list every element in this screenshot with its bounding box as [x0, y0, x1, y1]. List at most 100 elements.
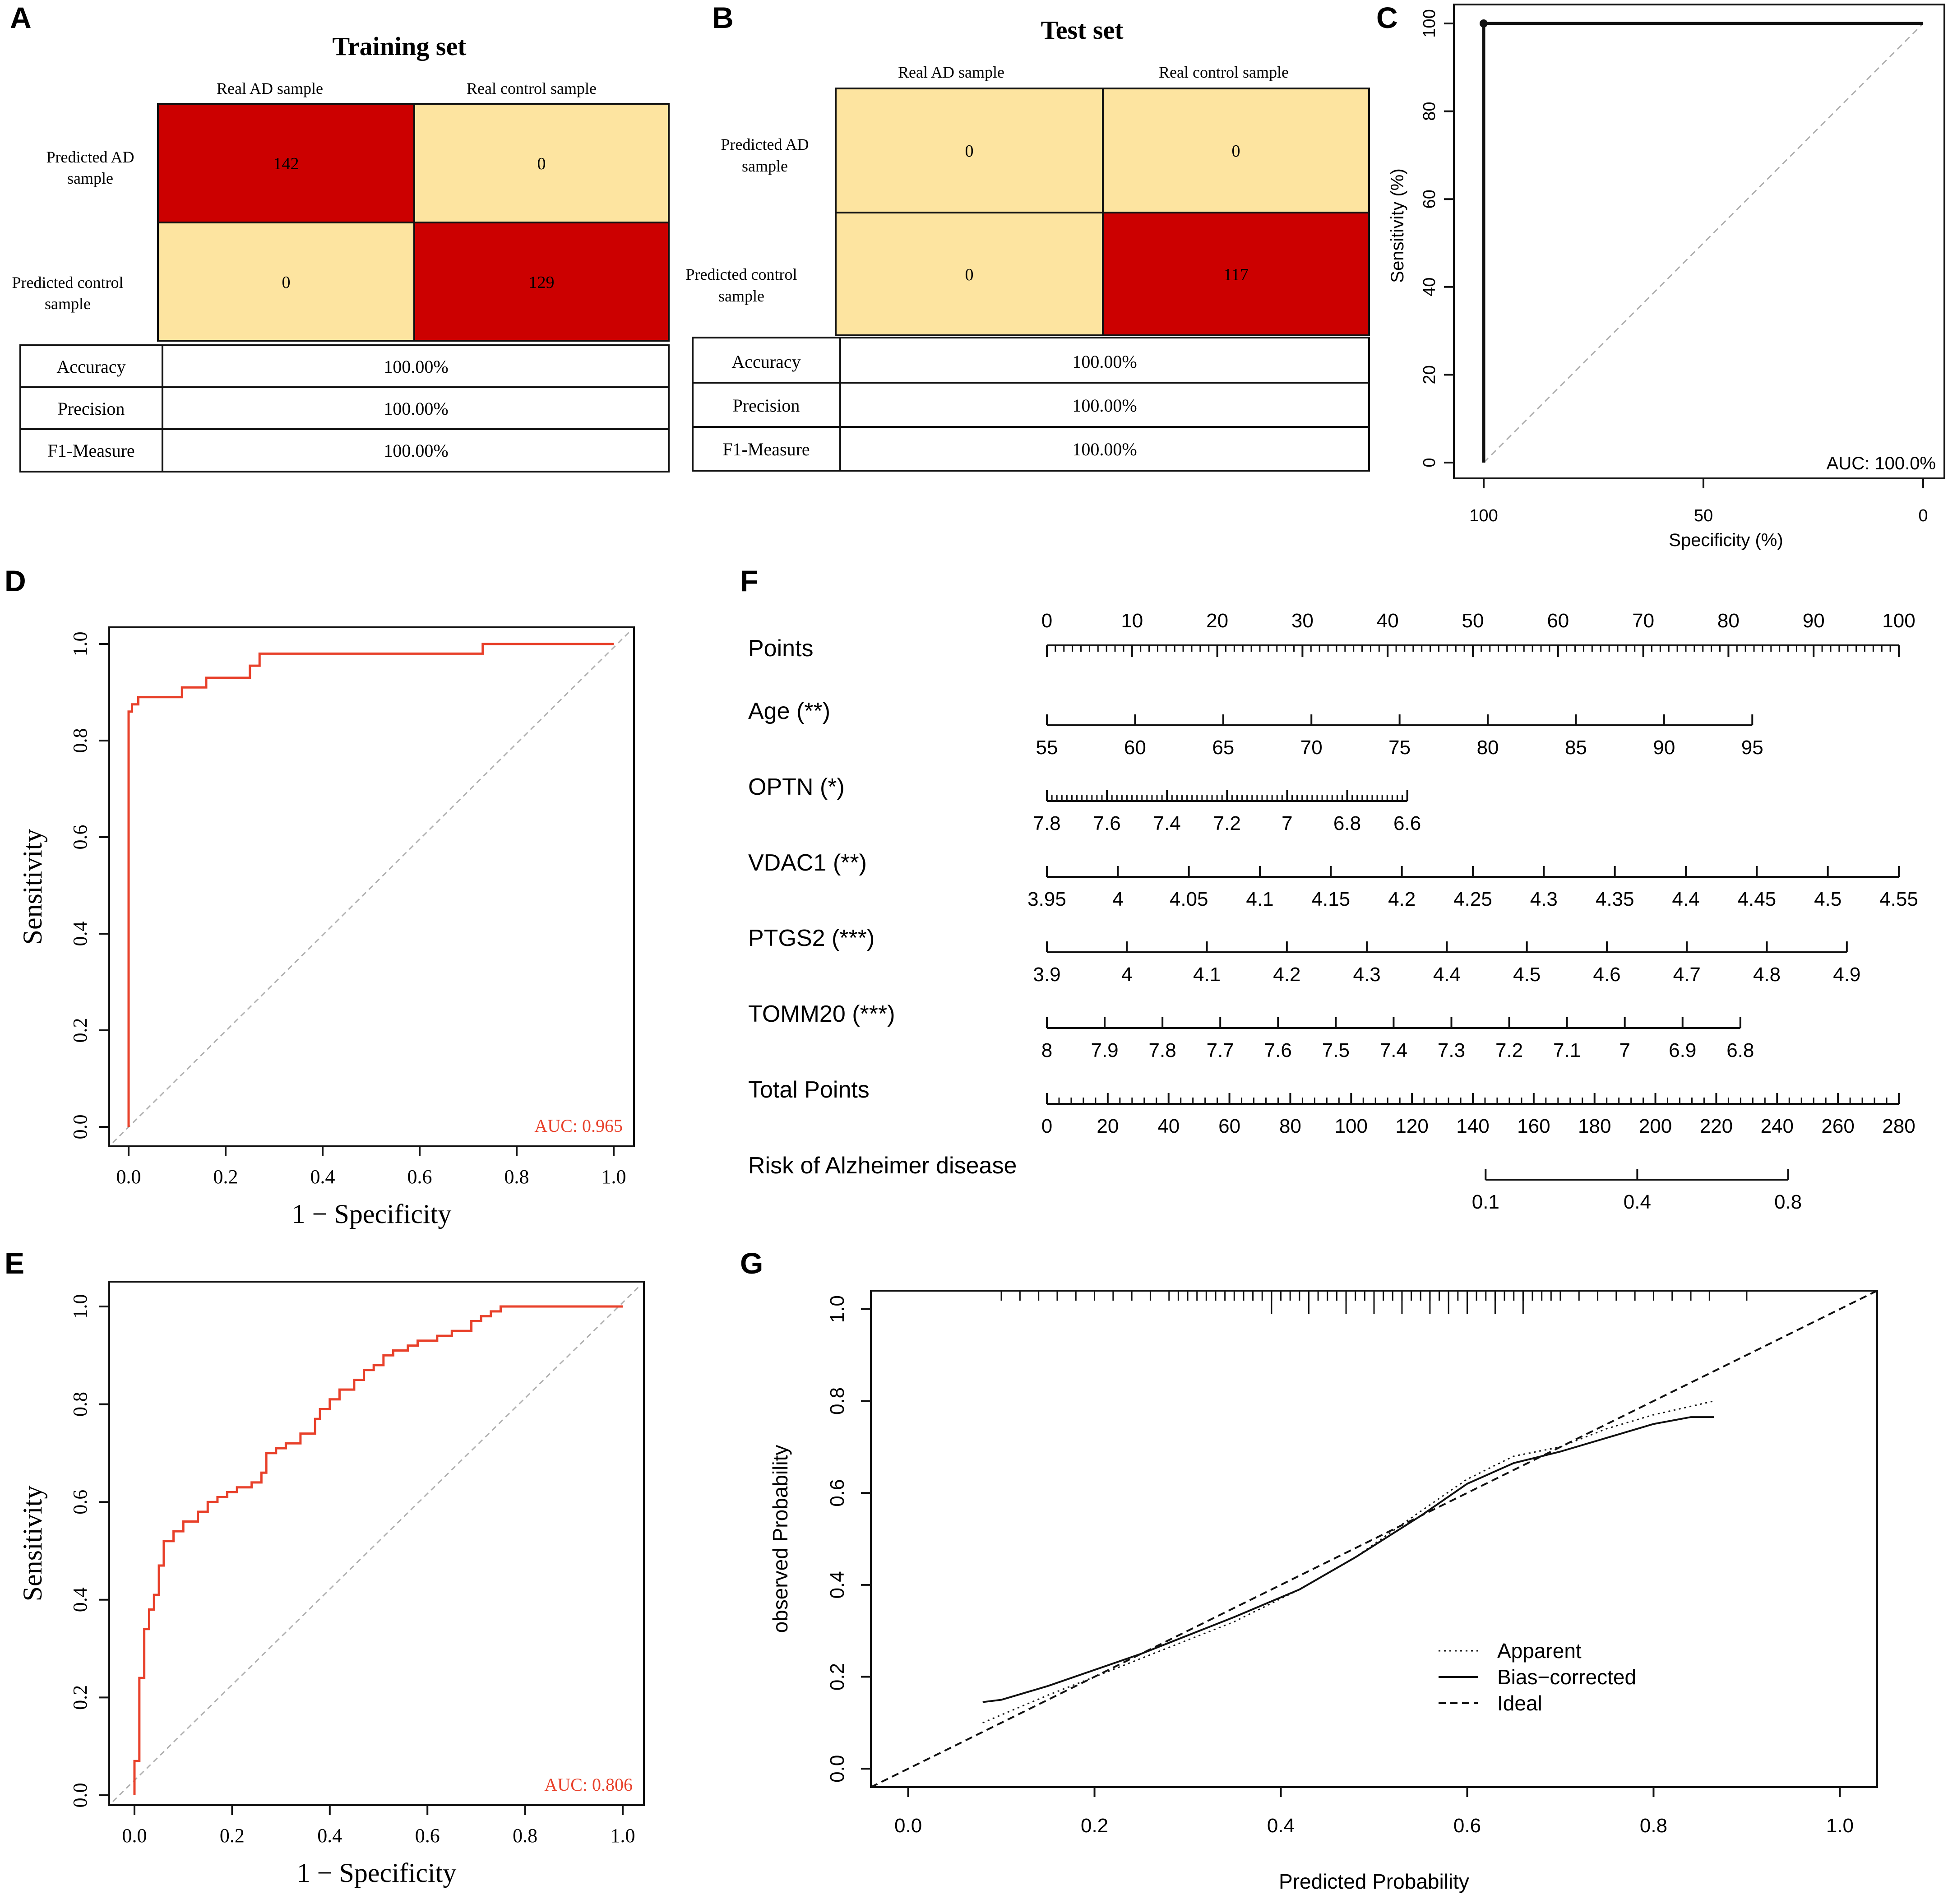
- nomogram-tick-label-2-4: 7: [1282, 812, 1292, 834]
- nomogram-tick-label-3-8: 4.35: [1596, 888, 1634, 910]
- roc-point: [1480, 19, 1488, 28]
- panel-b-cell-tn-value: 117: [1223, 265, 1249, 284]
- nomogram-tick-label-6-14: 280: [1882, 1115, 1915, 1137]
- x-tick-label-2: 0.4: [1267, 1815, 1295, 1837]
- panel-a-title: Training set: [333, 32, 467, 61]
- nomogram-tick-label-6-1: 20: [1097, 1115, 1119, 1137]
- panel-a-cell-fp: [413, 103, 670, 223]
- panel-b-title: Test set: [1041, 15, 1124, 45]
- y-tick-label-0: 0: [1420, 458, 1439, 467]
- panel-b-metric-name-2: Precision: [733, 395, 800, 416]
- nomogram-tick-label-5-4: 7.6: [1264, 1039, 1292, 1061]
- panel-a-cell-tn: [413, 222, 670, 342]
- nomogram-tick-label-5-12: 6.8: [1726, 1039, 1754, 1061]
- roc-line: [127, 643, 614, 1127]
- nomogram-tick-label-6-3: 60: [1218, 1115, 1240, 1137]
- nomogram-tick-label-6-0: 0: [1041, 1115, 1052, 1137]
- nomogram-tick-label-4-4: 4.3: [1353, 964, 1381, 986]
- legend-label-0: Apparent: [1497, 1639, 1582, 1663]
- y-tick-label-1: 20: [1420, 365, 1439, 384]
- panel-a-metric-name-1: Accuracy: [56, 357, 125, 377]
- nomogram-tick-label-5-3: 7.7: [1207, 1039, 1234, 1061]
- panel-b-cell-fn: [835, 212, 1104, 336]
- y-tick-label-2: 0.4: [69, 1587, 91, 1612]
- nomogram-tick-label-5-11: 6.9: [1669, 1039, 1696, 1061]
- panel-b-metric-name-1: Accuracy: [731, 352, 800, 372]
- panel-b-cell-tn: [1102, 212, 1370, 336]
- x-tick-label-5: 1.0: [611, 1825, 635, 1847]
- panel-a-metric-name-3: F1-Measure: [47, 440, 134, 461]
- roc-chart-e: 0.0 0.2 0.4 0.6 0.8 1.0 0.0 0.2 0.4 0.6 0.8 1.0 1 − …: [18, 1284, 641, 1888]
- panel-e: E 0.0 0.2 0.4 0.6 0.8 1.0 0.0 0.2 0.4 0.6 0.8 1.0 1 …: [5, 1246, 645, 1888]
- nomogram-tick-label-3-9: 4.4: [1672, 888, 1699, 910]
- nomogram-tick-label-4-3: 4.2: [1273, 964, 1300, 986]
- nomogram-row-label-1: Age (**): [748, 698, 830, 724]
- nomogram-tick-label-0-3: 30: [1291, 610, 1314, 632]
- x-axis-label: 1 − Specificity: [292, 1199, 452, 1229]
- panel-a-metric-value-1: 100.00%: [384, 357, 448, 377]
- nomogram-tick-label-2-6: 6.6: [1393, 812, 1421, 834]
- nomogram-tick-label-3-6: 4.25: [1453, 888, 1492, 910]
- y-tick-label-4: 80: [1420, 102, 1439, 120]
- nomogram-tick-label-3-3: 4.1: [1246, 888, 1273, 910]
- nomogram-row-label-4: PTGS2 (***): [748, 925, 875, 951]
- nomogram-tick-label-4-0: 3.9: [1033, 964, 1060, 986]
- x-tick-label-5: 1.0: [602, 1166, 626, 1188]
- calibration-line-bias-corrected: [982, 1416, 1714, 1703]
- nomogram-tick-label-3-4: 4.15: [1312, 888, 1351, 910]
- y-tick-label-4: 0.8: [69, 728, 91, 753]
- y-tick-label-0: 0.0: [69, 1783, 91, 1808]
- y-axis-label: Sensitivity (%): [1388, 168, 1407, 283]
- y-axis-label: observed Probability: [768, 1445, 792, 1633]
- calibration-chart-g: 0.0 0.2 0.4 0.6 0.8 1.0 0.0 0.2 0.4 0.6 0.8 1.0 Pred…: [768, 1290, 1878, 1893]
- nomogram-tick-label-5-9: 7.1: [1553, 1039, 1581, 1061]
- panel-b-row-header-2a: Predicted control: [686, 265, 797, 283]
- nomogram-tick-label-3-1: 4: [1112, 888, 1123, 910]
- reference-diagonal: [112, 630, 631, 1144]
- x-tick-label-3: 0.6: [1453, 1815, 1481, 1837]
- x-tick-label-2: 0.4: [317, 1825, 342, 1847]
- nomogram-tick-label-2-5: 6.8: [1333, 812, 1361, 834]
- x-tick-label-0: 0.0: [116, 1166, 141, 1188]
- y-tick-label-5: 1.0: [69, 632, 91, 657]
- nomogram-tick-label-3-7: 4.3: [1530, 888, 1558, 910]
- nomogram-tick-label-4-7: 4.6: [1593, 964, 1620, 986]
- nomogram-tick-label-5-10: 7: [1619, 1039, 1630, 1061]
- y-axis-label: Sensitivity: [18, 1486, 47, 1602]
- x-tick-label-4: 0.8: [504, 1166, 529, 1188]
- nomogram-row-label-3: VDAC1 (**): [748, 850, 867, 876]
- y-tick-label-4: 0.8: [69, 1392, 91, 1417]
- x-tick-label-0: 100: [1469, 506, 1498, 525]
- nomogram-tick-label-6-9: 180: [1578, 1115, 1611, 1137]
- nomogram-tick-label-0-0: 0: [1041, 610, 1052, 632]
- nomogram-tick-label-0-2: 20: [1206, 610, 1228, 632]
- panel-b-metric-value-1: 100.00%: [1072, 352, 1137, 372]
- auc-annotation: AUC: 100.0%: [1827, 454, 1936, 473]
- nomogram-tick-label-5-5: 7.5: [1322, 1039, 1350, 1061]
- nomogram-tick-label-6-6: 120: [1395, 1115, 1428, 1137]
- x-tick-label-5: 1.0: [1826, 1815, 1854, 1837]
- nomogram-tick-label-2-3: 7.2: [1213, 812, 1241, 834]
- reference-diagonal: [1483, 23, 1924, 463]
- nomogram-tick-label-7-0: 0.1: [1472, 1191, 1499, 1213]
- auc-annotation: AUC: 0.806: [544, 1774, 633, 1795]
- nomogram-tick-label-4-1: 4: [1121, 964, 1132, 986]
- nomogram-tick-label-4-9: 4.8: [1753, 964, 1781, 986]
- nomogram-tick-label-0-9: 90: [1803, 610, 1825, 632]
- y-tick-label-2: 40: [1420, 278, 1439, 296]
- y-tick-label-1: 0.2: [826, 1663, 848, 1691]
- x-tick-label-0: 0.0: [122, 1825, 147, 1847]
- panel-b-metric-value-2: 100.00%: [1072, 395, 1137, 416]
- nomogram-tick-label-5-2: 7.8: [1149, 1039, 1176, 1061]
- nomogram-tick-label-6-4: 80: [1279, 1115, 1301, 1137]
- x-tick-label-3: 0.6: [407, 1166, 432, 1188]
- panel-b-metrics-table: [692, 337, 1370, 472]
- nomogram-tick-label-7-2: 0.8: [1774, 1191, 1802, 1213]
- y-tick-label-3: 60: [1420, 190, 1439, 208]
- nomogram-tick-label-3-11: 4.5: [1814, 888, 1842, 910]
- nomogram-tick-label-5-0: 8: [1041, 1039, 1052, 1061]
- x-axis-label: Predicted Probability: [1279, 1870, 1469, 1893]
- panel-b-row-header-1a: Predicted AD: [721, 135, 809, 153]
